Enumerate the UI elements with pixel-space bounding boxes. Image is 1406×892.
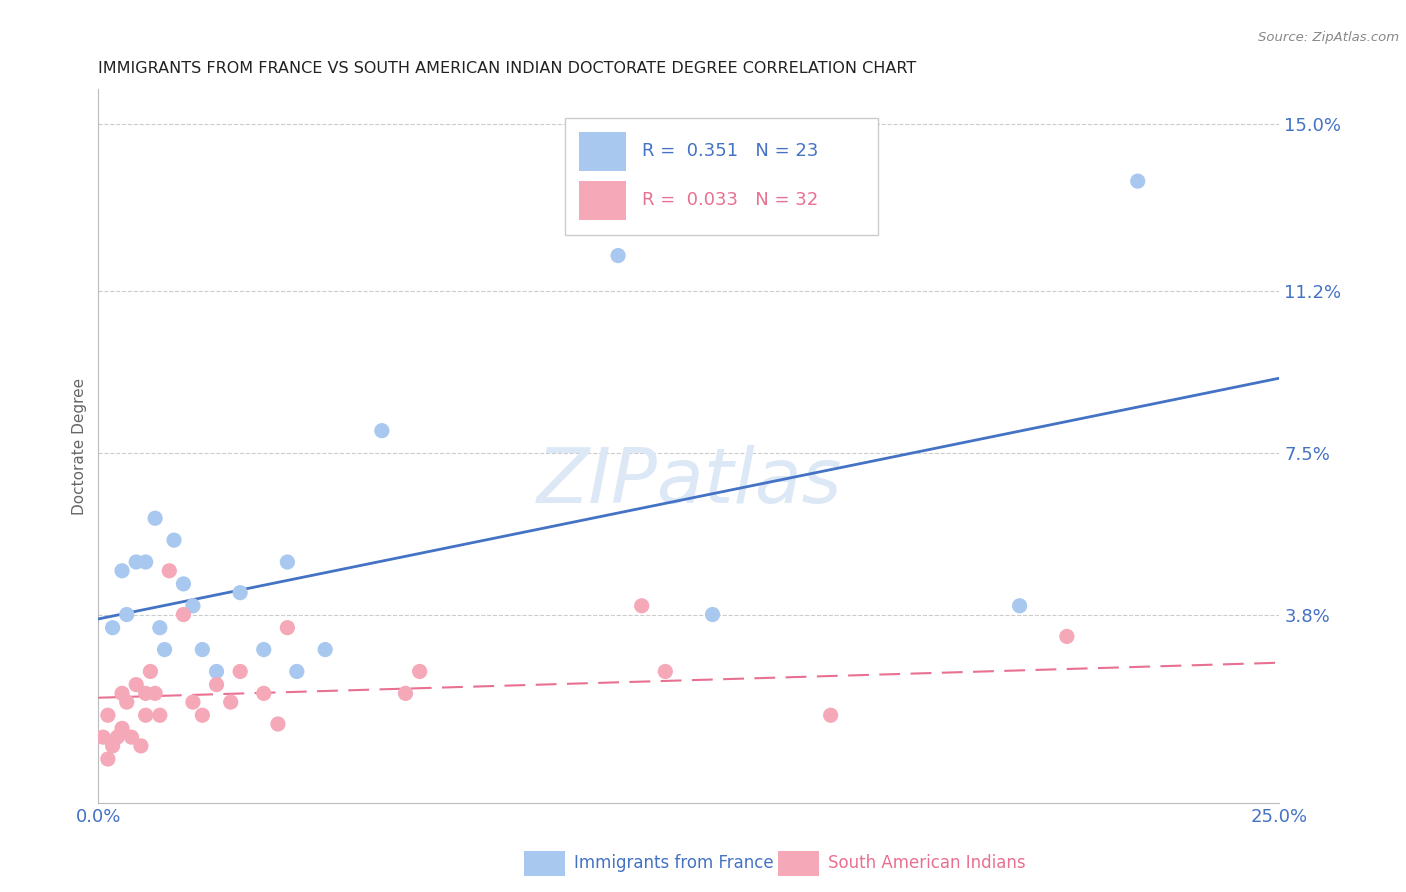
Point: [253, 642, 276, 657]
Point: [702, 607, 724, 622]
Point: [172, 577, 194, 591]
Point: [149, 621, 172, 635]
Point: [111, 686, 134, 700]
Text: R =  0.033   N = 32: R = 0.033 N = 32: [641, 191, 818, 209]
Point: [111, 722, 134, 736]
Point: [125, 677, 148, 691]
Point: [129, 739, 152, 753]
Point: [607, 249, 630, 263]
Point: [163, 533, 186, 548]
Y-axis label: Doctorate Degree: Doctorate Degree: [72, 377, 87, 515]
Point: [654, 665, 676, 679]
Point: [191, 642, 214, 657]
Point: [276, 621, 298, 635]
FancyBboxPatch shape: [579, 180, 626, 219]
Text: South American Indians: South American Indians: [828, 855, 1026, 872]
Point: [97, 708, 120, 723]
Point: [285, 665, 308, 679]
Point: [191, 708, 214, 723]
Point: [135, 555, 157, 569]
Point: [1056, 629, 1078, 643]
Text: R =  0.351   N = 23: R = 0.351 N = 23: [641, 143, 818, 161]
Point: [153, 642, 176, 657]
Point: [143, 686, 166, 700]
Point: [91, 730, 114, 744]
Point: [101, 739, 124, 753]
FancyBboxPatch shape: [778, 851, 818, 876]
Point: [1126, 174, 1149, 188]
Point: [219, 695, 242, 709]
Point: [267, 717, 290, 731]
Point: [135, 686, 157, 700]
Point: [253, 686, 276, 700]
Point: [181, 695, 204, 709]
FancyBboxPatch shape: [579, 132, 626, 171]
Text: Source: ZipAtlas.com: Source: ZipAtlas.com: [1258, 31, 1399, 45]
Point: [121, 730, 143, 744]
Text: ZIPatlas: ZIPatlas: [536, 445, 842, 518]
Point: [1008, 599, 1031, 613]
Text: Immigrants from France: Immigrants from France: [575, 855, 775, 872]
Point: [105, 730, 128, 744]
FancyBboxPatch shape: [523, 851, 565, 876]
Point: [115, 695, 138, 709]
Point: [205, 677, 228, 691]
Point: [135, 708, 157, 723]
Text: IMMIGRANTS FROM FRANCE VS SOUTH AMERICAN INDIAN DOCTORATE DEGREE CORRELATION CHA: IMMIGRANTS FROM FRANCE VS SOUTH AMERICAN…: [98, 61, 917, 76]
Point: [229, 585, 252, 599]
Point: [394, 686, 416, 700]
Point: [143, 511, 166, 525]
Point: [276, 555, 298, 569]
Point: [139, 665, 162, 679]
Point: [149, 708, 172, 723]
Point: [115, 607, 138, 622]
Point: [111, 564, 134, 578]
Point: [630, 599, 652, 613]
Point: [205, 665, 228, 679]
FancyBboxPatch shape: [565, 118, 877, 235]
Point: [97, 752, 120, 766]
Point: [101, 621, 124, 635]
Point: [172, 607, 194, 622]
Point: [125, 555, 148, 569]
Point: [181, 599, 204, 613]
Point: [408, 665, 430, 679]
Point: [371, 424, 394, 438]
Point: [314, 642, 336, 657]
Point: [157, 564, 180, 578]
Point: [820, 708, 842, 723]
Point: [229, 665, 252, 679]
